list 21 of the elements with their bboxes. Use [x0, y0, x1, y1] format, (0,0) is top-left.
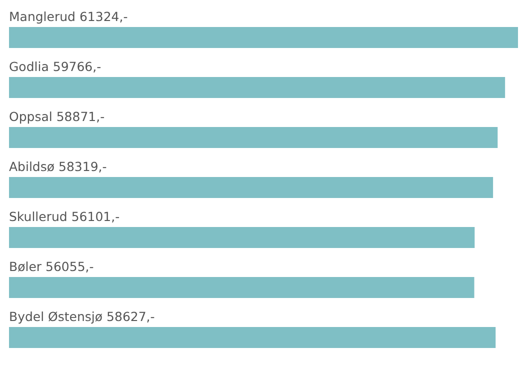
- bar: [9, 177, 494, 198]
- data-label: 58319,-: [58, 159, 107, 174]
- bar: [9, 277, 474, 298]
- bar: [9, 327, 496, 348]
- y-tick-label: Manglerud: [9, 9, 76, 24]
- bar: [9, 77, 506, 98]
- y-tick-label: Oppsal: [9, 109, 52, 124]
- data-label: 56055,-: [46, 259, 94, 274]
- bar: [9, 27, 518, 48]
- bar: [9, 127, 498, 148]
- bar: [9, 227, 475, 248]
- y-tick-label: Godlia: [9, 59, 49, 74]
- data-label: 59766,-: [52, 59, 102, 74]
- y-tick-label: Skullerud: [9, 209, 68, 224]
- data-label: 61324,-: [79, 9, 128, 24]
- data-label: 58871,-: [56, 109, 105, 124]
- data-label: 56101,-: [71, 209, 120, 224]
- y-tick-label: Abildsø: [9, 159, 55, 174]
- y-tick-label: Bydel Østensjø: [9, 309, 103, 324]
- y-tick-label: Bøler: [9, 259, 42, 274]
- data-label: 58627,-: [106, 309, 155, 324]
